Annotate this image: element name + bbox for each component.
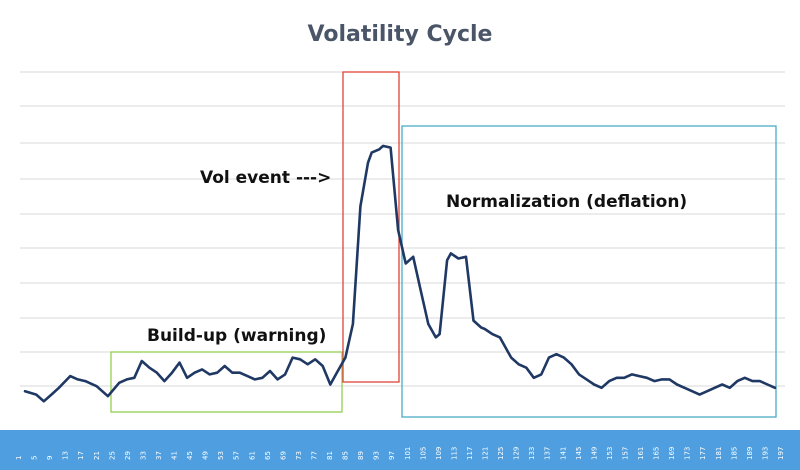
annotation-boxes (110, 71, 777, 418)
x-tick-labels: 1 5 9 13 17 21 25 29 33 37 41 45 49 53 57 61 65 69 73 77 81 8… (15, 447, 785, 460)
annotation-box (110, 351, 343, 413)
x-tick-label: 101 (404, 447, 412, 460)
x-tick-label: 17 (77, 451, 85, 460)
annotation-build-up: Build-up (warning) (147, 326, 326, 346)
annotation-box (401, 125, 777, 418)
x-tick-label: 65 (264, 451, 272, 460)
x-tick-label: 73 (295, 451, 303, 460)
series-line (23, 144, 777, 403)
x-tick-label: 129 (513, 447, 521, 460)
series-layer (23, 144, 777, 403)
x-tick-label: 137 (544, 447, 552, 460)
annotation-normalization: Normalization (deflation) (446, 192, 687, 212)
x-tick-label: 193 (761, 447, 769, 460)
x-tick-label: 29 (124, 451, 132, 460)
x-tick-label: 165 (653, 447, 661, 460)
x-tick-label: 181 (715, 447, 723, 460)
x-tick-label: 161 (637, 447, 645, 460)
x-tick-label: 189 (746, 447, 754, 460)
x-tick-label: 69 (279, 451, 287, 460)
x-tick-label: 173 (684, 447, 692, 460)
x-tick-label: 37 (155, 451, 163, 460)
x-tick-label: 93 (373, 451, 381, 460)
x-tick-label: 117 (466, 447, 474, 460)
x-tick-label: 5 (31, 456, 39, 460)
x-tick-label: 33 (139, 451, 147, 460)
x-tick-label: 9 (46, 456, 54, 460)
x-tick-label: 109 (435, 447, 443, 460)
x-tick-label: 153 (606, 447, 614, 460)
x-tick-label: 45 (186, 451, 194, 460)
x-tick-label: 185 (730, 447, 738, 460)
x-tick-label: 121 (482, 447, 490, 460)
chart-title: Volatility Cycle (308, 22, 493, 47)
x-tick-label: 21 (93, 451, 101, 460)
x-tick-label: 81 (326, 451, 334, 460)
x-tick-label: 125 (497, 447, 505, 460)
x-axis-band (0, 430, 800, 470)
x-tick-label: 61 (248, 451, 256, 460)
x-tick-label: 149 (590, 447, 598, 460)
x-tick-label: 157 (621, 447, 629, 460)
x-tick-label: 41 (171, 451, 179, 460)
x-tick-label: 197 (777, 447, 785, 460)
x-tick-label: 113 (450, 447, 458, 460)
x-tick-label: 57 (233, 451, 241, 460)
x-tick-label: 85 (342, 451, 350, 460)
x-tick-label: 97 (388, 451, 396, 460)
x-tick-label: 13 (62, 451, 70, 460)
annotation-vol-event: Vol event ---> (200, 168, 331, 188)
x-tick-label: 145 (575, 447, 583, 460)
x-tick-label: 89 (357, 451, 365, 460)
x-tick-label: 105 (419, 447, 427, 460)
x-tick-label: 77 (310, 451, 318, 460)
x-tick-label: 1 (15, 456, 23, 460)
x-tick-label: 49 (202, 451, 210, 460)
x-tick-label: 169 (668, 447, 676, 460)
x-tick-label: 177 (699, 447, 707, 460)
x-tick-label: 53 (217, 451, 225, 460)
x-tick-label: 25 (108, 451, 116, 460)
x-tick-label: 141 (559, 447, 567, 460)
x-tick-label: 133 (528, 447, 536, 460)
